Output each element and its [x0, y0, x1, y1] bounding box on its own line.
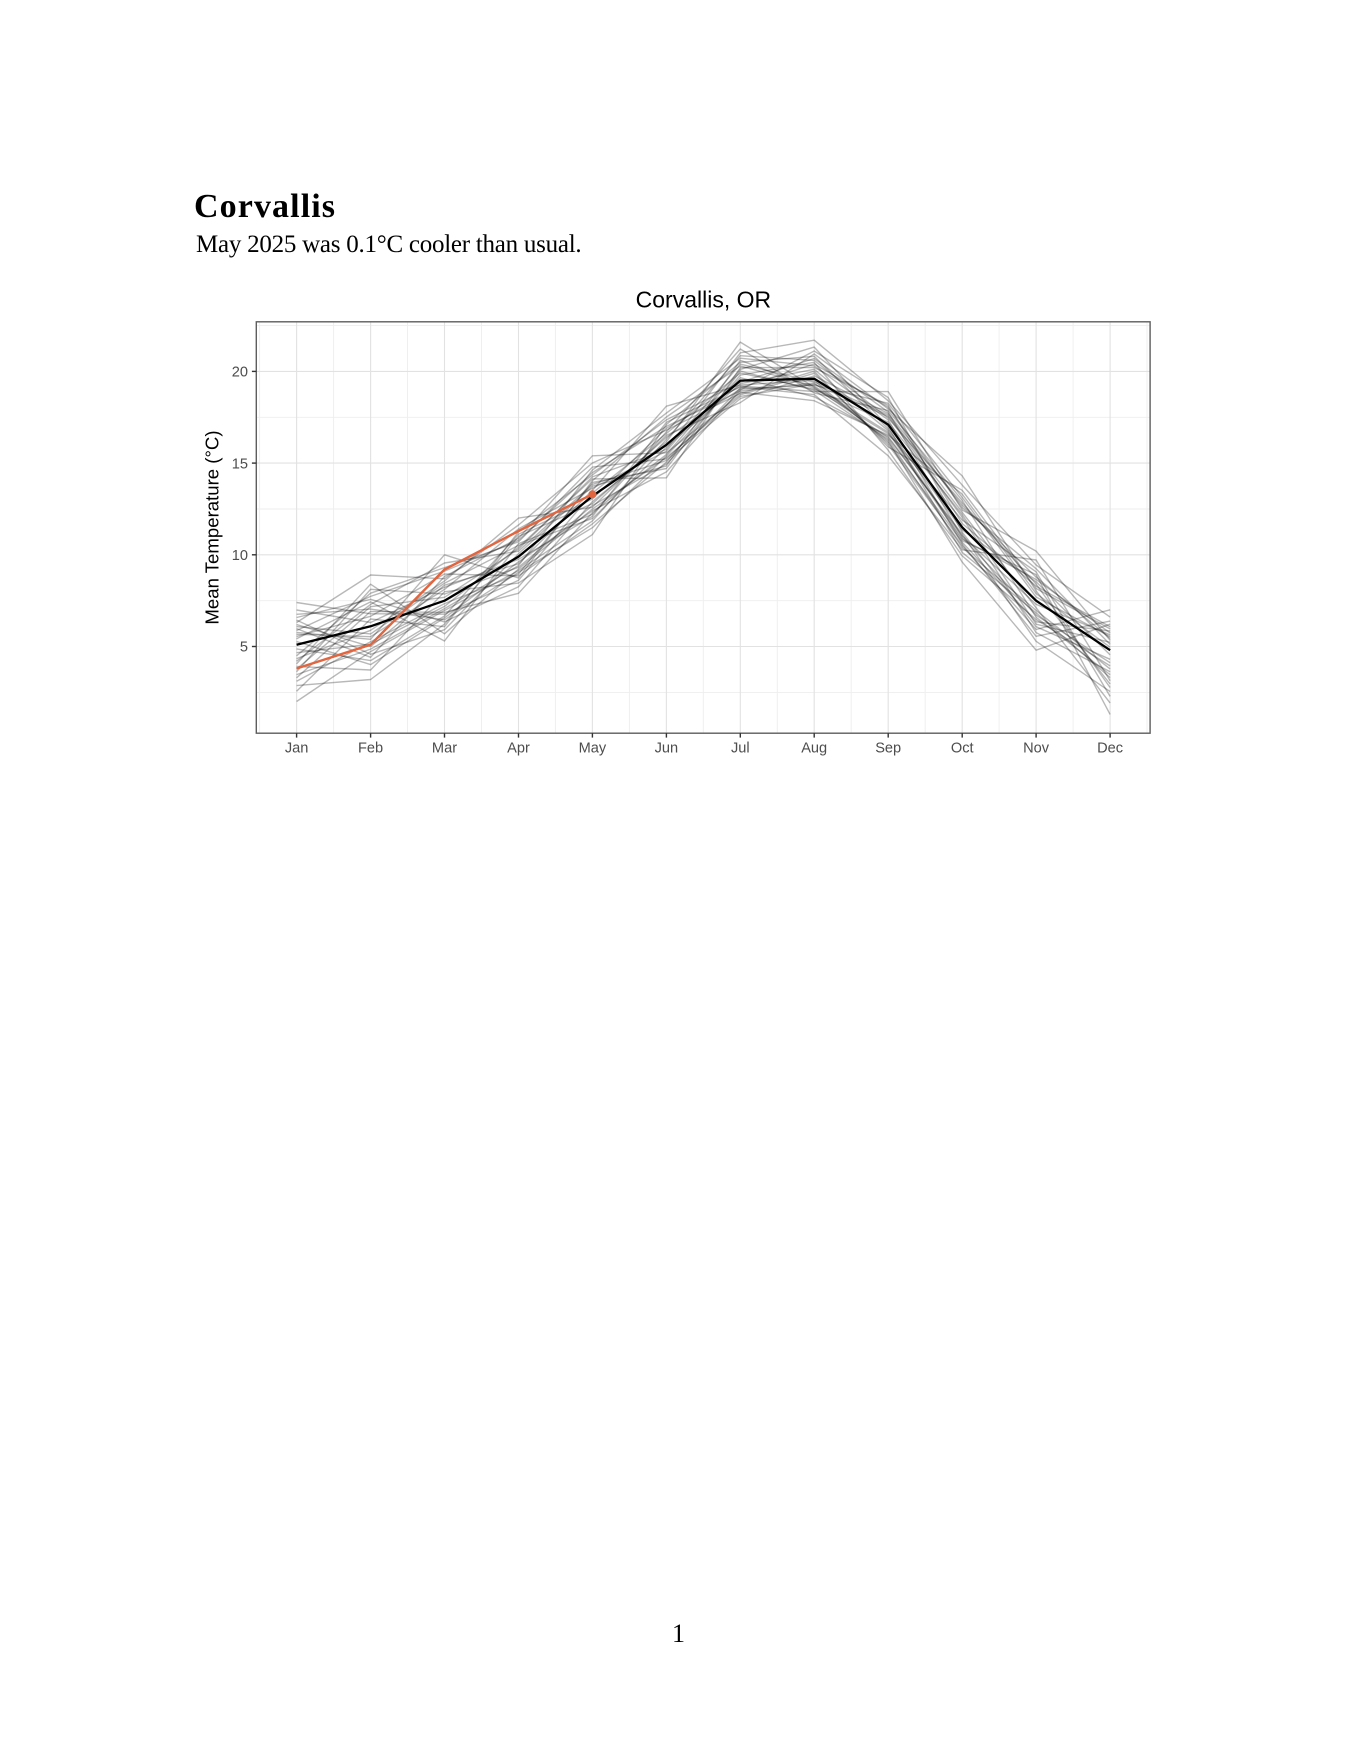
svg-text:Aug: Aug [801, 741, 827, 757]
svg-text:Mar: Mar [432, 741, 457, 757]
svg-text:Jul: Jul [731, 741, 750, 757]
svg-text:5: 5 [240, 640, 248, 656]
svg-text:Mean Temperature (°C): Mean Temperature (°C) [202, 430, 223, 624]
svg-text:Dec: Dec [1097, 741, 1123, 757]
svg-text:20: 20 [232, 365, 248, 381]
svg-text:Jan: Jan [285, 741, 309, 757]
svg-text:15: 15 [232, 456, 248, 472]
svg-text:Nov: Nov [1023, 741, 1050, 757]
svg-text:Oct: Oct [951, 741, 974, 757]
svg-text:Feb: Feb [358, 741, 383, 757]
svg-text:May: May [579, 741, 607, 757]
svg-text:10: 10 [232, 548, 248, 564]
svg-text:Sep: Sep [875, 741, 901, 757]
svg-text:Jun: Jun [655, 741, 679, 757]
svg-text:Apr: Apr [507, 741, 530, 757]
svg-text:Corvallis, OR: Corvallis, OR [636, 287, 771, 313]
